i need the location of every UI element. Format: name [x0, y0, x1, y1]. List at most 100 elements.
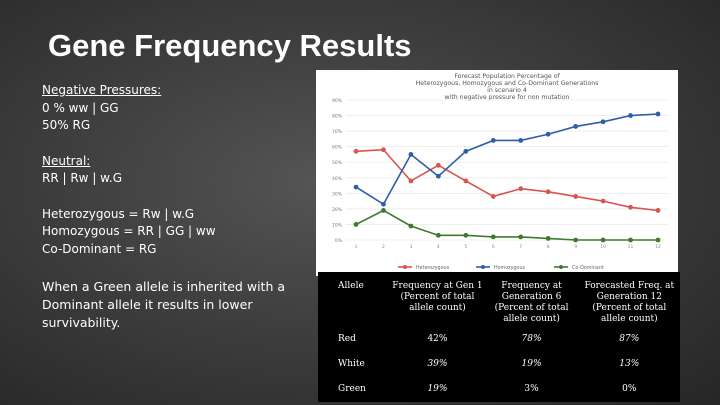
header-allele: Allele — [338, 281, 364, 291]
x-tick-label: 8 — [547, 244, 550, 250]
y-tick-label: 0% — [335, 238, 343, 244]
series-point — [490, 138, 496, 143]
cell-gen6-value: 19% — [521, 358, 542, 369]
neutral-line-1: RR | Rw | w.G — [42, 171, 122, 185]
cell-allele: Green — [338, 384, 366, 395]
series-point — [408, 178, 414, 184]
y-tick-label: 40% — [332, 176, 343, 182]
series-point — [381, 208, 386, 213]
homozygous-definition: Homozygous = RR | GG | ww — [42, 224, 216, 238]
notes-panel: Negative Pressures: 0 % ww | GG 50% RG N… — [42, 82, 312, 332]
header-gen1: Frequency at Gen 1 (Percent of total all… — [392, 281, 483, 313]
table-row: Red 42% 78% 87% — [318, 326, 680, 351]
x-tick-label: 6 — [492, 244, 495, 250]
series-point — [353, 184, 359, 190]
cell-allele: White — [338, 358, 365, 369]
y-tick-label: 30% — [332, 191, 343, 197]
negative-line-1: 0 % ww | GG — [42, 100, 119, 115]
cell-gen1-value: 39% — [427, 358, 448, 369]
cell-allele: Red — [338, 333, 356, 344]
x-tick-label: 2 — [382, 244, 385, 250]
series-line — [355, 113, 659, 206]
header-gen12: Forecasted Freq. at Generation 12 (Perce… — [584, 281, 675, 324]
legend-marker — [403, 265, 407, 269]
chart-title-line: with negative pressure for non mutation — [445, 94, 570, 101]
neutral-heading: Neutral: — [42, 153, 91, 168]
series-point — [628, 113, 633, 118]
series-line — [355, 209, 658, 241]
cell-gen12: 0% — [622, 384, 637, 395]
series-point — [573, 194, 579, 199]
chart-title-line: Heterozygous, Homozygous and Co-Dominant… — [416, 80, 599, 87]
cell-gen6-value: 78% — [521, 333, 542, 344]
table-row: Green 19% 3% 0% — [318, 377, 680, 402]
slide-title: Gene Frequency Results — [48, 28, 412, 63]
codominant-definition: Co-Dominant = RG — [42, 241, 157, 256]
series-point — [463, 148, 469, 154]
series-point — [353, 222, 359, 227]
x-tick-label: 11 — [628, 244, 634, 250]
legend-label: Heterozygous — [416, 265, 450, 271]
table-header-row: Allele Frequency at Gen 1 (Percent of to… — [318, 272, 680, 326]
cell-gen12-value: 13% — [619, 358, 640, 369]
series-point — [381, 201, 386, 207]
series-point — [545, 236, 551, 241]
series-point — [353, 148, 359, 154]
series-point — [655, 208, 661, 213]
series-point — [545, 131, 551, 137]
table-row: White 39% 19% 13% — [318, 351, 680, 376]
series-point — [545, 189, 551, 195]
x-tick-label: 7 — [519, 244, 522, 250]
y-tick-label: 20% — [332, 207, 343, 213]
series-point — [573, 124, 579, 129]
series-point — [628, 204, 633, 210]
y-tick-label: 10% — [332, 222, 343, 228]
series-point — [408, 152, 414, 157]
chart-title-line: in scenario 4 — [487, 87, 527, 94]
y-tick-label: 90% — [332, 98, 343, 104]
series-point — [518, 138, 524, 143]
legend-marker — [481, 265, 485, 269]
series-point — [600, 237, 606, 243]
cell-gen1: 39% — [390, 351, 484, 376]
x-tick-label: 12 — [655, 244, 661, 250]
x-tick-label: 4 — [437, 244, 440, 250]
allele-table: Allele Frequency at Gen 1 (Percent of to… — [318, 272, 680, 402]
series-point — [600, 198, 606, 204]
series-point — [408, 223, 414, 229]
series-point — [628, 237, 633, 243]
y-tick-label: 70% — [332, 129, 343, 135]
series-point — [518, 234, 524, 240]
cell-gen12: 13% — [579, 351, 680, 376]
heterozygous-definition: Heterozygous = Rw | w.G — [42, 206, 195, 221]
series-point — [573, 237, 579, 243]
series-point — [490, 234, 496, 240]
header-gen6: Frequency at Generation 6 (Percent of to… — [494, 281, 569, 324]
cell-gen1-value: 19% — [427, 384, 448, 395]
legend-label: Homozygous — [494, 265, 526, 271]
series-point — [518, 186, 524, 192]
cell-gen6: 78% — [485, 326, 579, 351]
series-point — [435, 162, 441, 168]
series-point — [490, 194, 496, 199]
chart-title-line: Forecast Population Percentage of — [454, 73, 560, 80]
series-line — [355, 148, 659, 212]
series-point — [463, 232, 469, 238]
series-point — [655, 111, 661, 117]
line-chart: Forecast Population Percentage of Heteroz… — [316, 70, 678, 276]
negative-line-2: 50% RG — [42, 118, 91, 132]
x-tick-label: 9 — [574, 244, 577, 250]
legend-label: Co-Dominant — [572, 265, 604, 271]
cell-gen6: 19% — [485, 351, 579, 376]
chart-svg: Forecast Population Percentage ofHeteroz… — [332, 73, 668, 271]
y-tick-label: 60% — [332, 145, 343, 151]
x-tick-label: 5 — [464, 244, 467, 250]
y-tick-label: 80% — [332, 114, 343, 120]
series-point — [655, 237, 661, 243]
series-point — [435, 232, 441, 238]
legend-marker — [559, 265, 563, 269]
series-point — [463, 178, 469, 184]
cell-gen12: 87% — [579, 326, 680, 351]
cell-gen6: 3% — [524, 384, 539, 395]
x-tick-label: 10 — [600, 244, 606, 250]
